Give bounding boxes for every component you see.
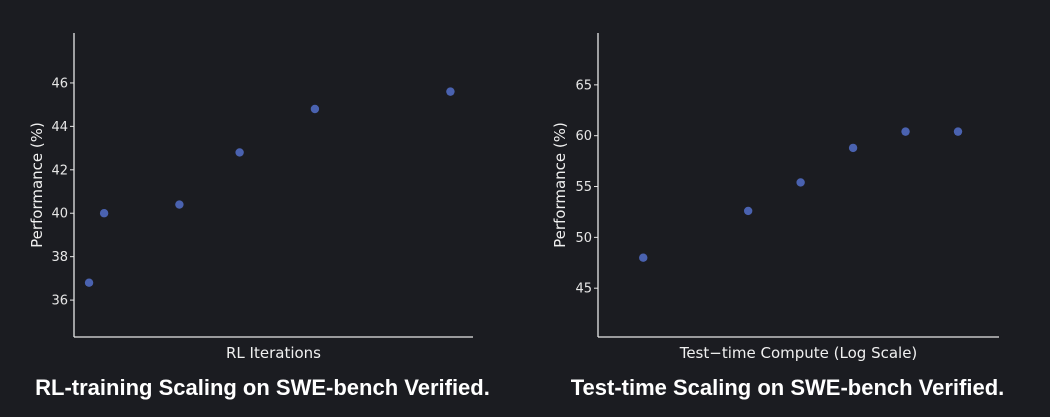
y-axis-label: Performance (%) <box>28 122 46 248</box>
data-point <box>901 127 910 136</box>
y-tick-label: 65 <box>575 78 592 93</box>
chart-panel-rl-training: 36 38 40 42 44 46 RL Iterations Performance (%)… <box>28 33 490 400</box>
data-point <box>953 127 963 136</box>
data-point <box>848 143 858 153</box>
data-point <box>446 87 455 96</box>
data-point <box>84 278 94 287</box>
chart-rl-training: 36 38 40 42 44 46 RL Iterations Performance (%) <box>28 33 473 362</box>
y-tick-label: 38 <box>51 250 68 265</box>
chart-test-time: 45 50 55 60 65 Test−time Compute (Log Scale) P… <box>551 33 999 362</box>
y-axis-label: Performance (%) <box>551 122 569 248</box>
y-tick-label: 46 <box>51 76 68 91</box>
data-point <box>310 104 320 114</box>
y-tick-label: 42 <box>51 163 68 178</box>
x-axis-label: Test−time Compute (Log Scale) <box>679 344 918 362</box>
y-tick-label: 40 <box>51 207 68 222</box>
chart-title: Test-time Scaling on SWE-bench Verified. <box>570 375 1005 400</box>
x-axis-label: RL Iterations <box>226 344 321 362</box>
chart-panel-test-time: 45 50 55 60 65 Test−time Compute (Log Scale) P… <box>525 0 1050 417</box>
data-point <box>743 206 753 216</box>
data-point <box>796 178 805 187</box>
chart-title: RL-training Scaling on SWE-bench Verifie… <box>35 375 490 400</box>
y-tick-label: 45 <box>575 282 592 297</box>
y-tick-label: 36 <box>51 294 68 309</box>
data-point <box>639 253 648 262</box>
y-tick-label: 55 <box>575 180 592 195</box>
y-tick-label: 44 <box>51 120 68 135</box>
y-tick-label: 50 <box>575 231 592 246</box>
data-point <box>175 200 184 209</box>
data-point <box>99 209 109 218</box>
data-point <box>235 148 244 157</box>
y-tick-label: 60 <box>575 129 592 144</box>
